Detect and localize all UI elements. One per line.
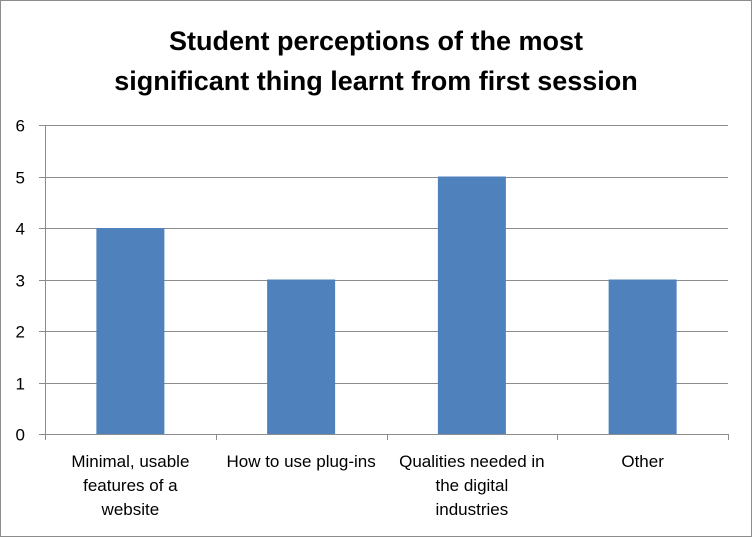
x-tick-label: Qualities needed in the digital industries — [388, 450, 556, 522]
chart-title: Student perceptions of the most signific… — [1, 21, 751, 101]
x-tick-label-line: features of a — [83, 476, 178, 495]
y-tick-label: 3 — [16, 272, 25, 291]
bar-4 — [608, 279, 677, 434]
chart-title-line-1: Student perceptions of the most — [168, 26, 584, 56]
x-tick-label-line: Qualities needed in — [399, 452, 545, 471]
x-tick-label-line: website — [101, 500, 160, 519]
y-tick-label: 4 — [16, 220, 25, 239]
bar-3 — [437, 176, 506, 434]
y-tick-label: 0 — [16, 426, 25, 445]
y-tick-label: 1 — [16, 375, 25, 394]
y-tick-label: 2 — [16, 323, 25, 342]
chart-title-line-2: significant thing learnt from first sess… — [114, 66, 638, 96]
bar-2 — [267, 279, 336, 434]
y-tick-label: 6 — [16, 117, 25, 136]
x-tick-label-line: Minimal, usable — [71, 452, 190, 471]
x-tick-label: Minimal, usable features of a website — [46, 450, 214, 522]
x-tick-label: Other — [559, 450, 727, 474]
x-tick-label: How to use plug-ins — [217, 450, 385, 474]
y-tick-label: 5 — [16, 169, 25, 188]
bar-1 — [96, 228, 165, 434]
x-tick-label-line: the digital — [435, 476, 509, 495]
x-tick-label-line: How to use plug-ins — [226, 452, 376, 471]
x-tick-label-line: Other — [621, 452, 664, 471]
x-tick-label-line: industries — [435, 500, 509, 519]
